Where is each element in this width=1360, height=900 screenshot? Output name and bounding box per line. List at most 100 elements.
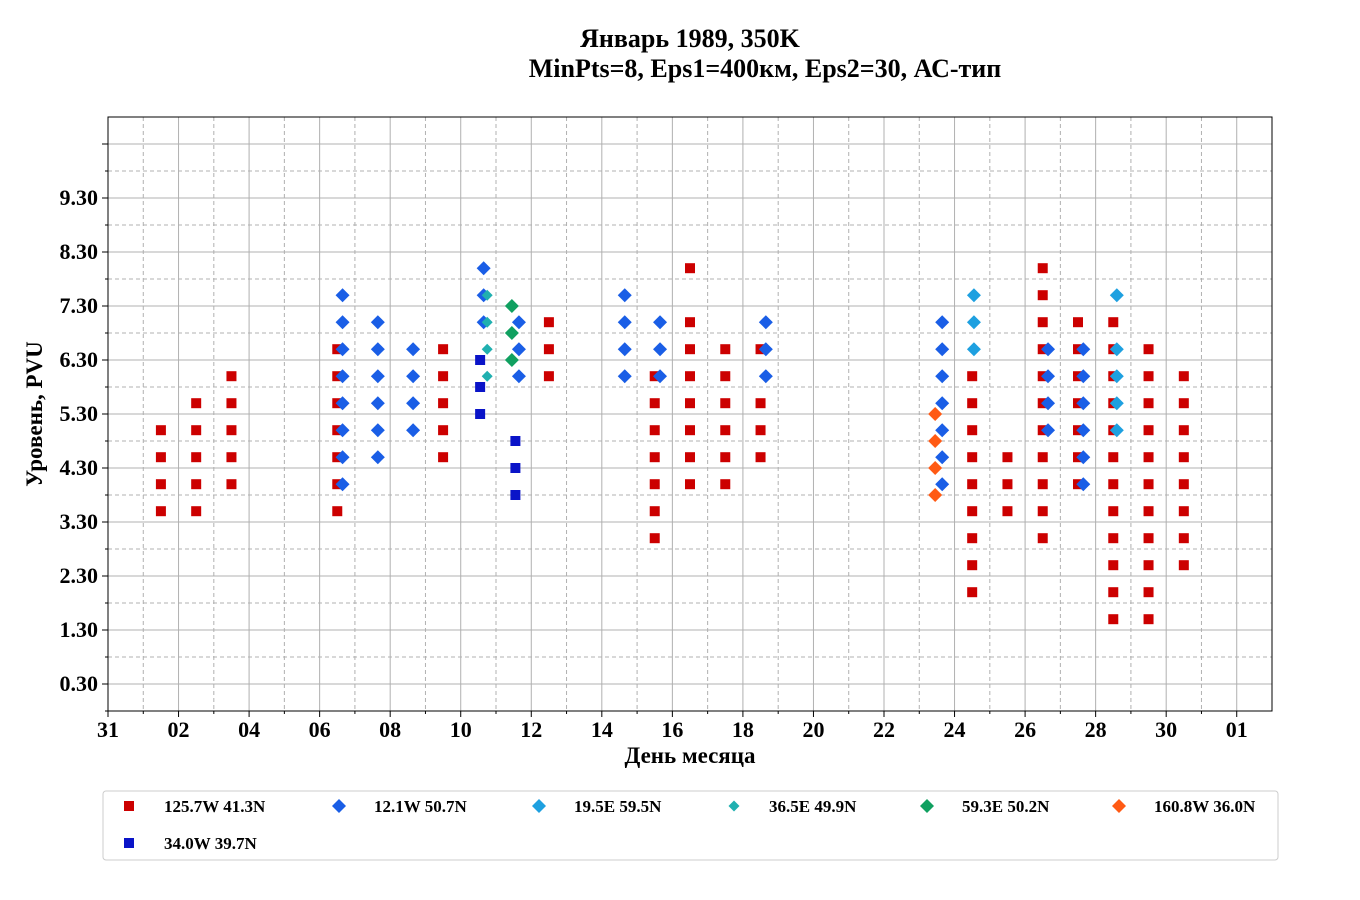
data-point xyxy=(966,315,981,330)
data-point xyxy=(755,452,766,463)
axis-ticks: 31 02 04 06 08 10 12 14 16 18 20 22 24 26 28 30 01 0.30 1.… xyxy=(60,143,1248,742)
legend-marker xyxy=(920,799,934,813)
data-point xyxy=(1108,452,1119,463)
legend: 125.7W 41.3N 12.1W 50.7N 19.5E 59.5N 36.5E … xyxy=(124,797,1256,853)
data-point xyxy=(191,425,202,436)
data-point xyxy=(720,479,731,490)
data-point xyxy=(1037,533,1048,544)
data-point xyxy=(1002,452,1013,463)
data-point xyxy=(226,398,237,409)
data-point xyxy=(370,315,385,330)
legend-marker xyxy=(532,799,546,813)
legend-label: 160.8W 36.0N xyxy=(1154,797,1256,816)
data-point xyxy=(335,369,350,384)
data-point xyxy=(438,425,449,436)
data-point xyxy=(935,396,950,411)
data-point xyxy=(685,452,695,463)
data-point xyxy=(481,343,493,355)
data-point xyxy=(720,425,731,436)
data-point xyxy=(720,398,731,409)
data-point xyxy=(649,533,660,544)
data-point xyxy=(438,344,449,355)
data-point xyxy=(649,425,660,436)
y-tick-label: 3.30 xyxy=(60,509,99,534)
y-tick-label: 0.30 xyxy=(60,671,99,696)
data-point xyxy=(155,479,166,490)
x-tick-label: 06 xyxy=(309,717,331,742)
x-tick-label: 24 xyxy=(944,717,966,742)
data-point xyxy=(1076,369,1091,384)
data-point xyxy=(191,398,202,409)
legend-marker xyxy=(332,799,346,813)
data-point xyxy=(1037,506,1048,517)
data-point xyxy=(758,369,773,384)
data-point xyxy=(370,450,385,465)
data-point xyxy=(155,506,166,517)
data-point xyxy=(1143,506,1154,517)
grid xyxy=(107,117,1272,712)
x-tick-label: 16 xyxy=(661,717,683,742)
data-point xyxy=(935,450,950,465)
data-point xyxy=(543,344,554,355)
data-point xyxy=(1037,452,1048,463)
x-tick-label: 01 xyxy=(1226,717,1248,742)
x-tick-label: 31 xyxy=(97,717,119,742)
data-point xyxy=(475,382,486,392)
x-tick-label: 26 xyxy=(1014,717,1036,742)
data-point xyxy=(685,344,695,355)
data-point xyxy=(226,425,237,436)
legend-label: 34.0W 39.7N xyxy=(164,834,257,853)
data-point xyxy=(335,477,350,492)
data-point xyxy=(1178,425,1189,436)
data-point xyxy=(155,452,166,463)
data-point xyxy=(1076,396,1091,411)
data-point xyxy=(511,369,526,384)
data-point xyxy=(543,371,554,382)
x-tick-label: 28 xyxy=(1085,717,1107,742)
data-point xyxy=(653,369,668,384)
x-tick-label: 18 xyxy=(732,717,754,742)
data-point xyxy=(370,423,385,438)
data-point xyxy=(928,407,943,421)
data-point xyxy=(685,479,695,490)
data-point xyxy=(370,396,385,411)
data-point xyxy=(226,452,237,463)
data-point xyxy=(1037,263,1048,274)
data-point xyxy=(967,398,978,409)
data-point xyxy=(510,463,521,473)
data-point xyxy=(967,560,978,571)
data-point xyxy=(1076,342,1091,357)
y-tick-label: 4.30 xyxy=(60,455,99,480)
data-point xyxy=(967,587,978,598)
data-point xyxy=(481,316,493,328)
data-point xyxy=(1178,452,1189,463)
data-point xyxy=(755,425,766,436)
data-point xyxy=(155,425,166,436)
y-tick-label: 8.30 xyxy=(60,239,99,264)
data-point xyxy=(685,371,695,382)
data-point xyxy=(510,436,521,446)
data-point xyxy=(504,326,519,340)
data-point xyxy=(1143,614,1154,625)
data-point xyxy=(406,396,421,411)
data-point xyxy=(928,461,943,475)
data-point xyxy=(1108,533,1119,544)
data-point xyxy=(1143,479,1154,490)
x-tick-label: 22 xyxy=(873,717,895,742)
x-axis-label: День месяца xyxy=(624,743,756,768)
data-point xyxy=(1178,479,1189,490)
data-point xyxy=(226,479,237,490)
data-point xyxy=(1143,371,1154,382)
legend-marker xyxy=(124,838,134,848)
data-point xyxy=(966,288,981,303)
data-point xyxy=(475,409,486,419)
legend-label: 19.5E 59.5N xyxy=(574,797,662,816)
y-tick-label: 9.30 xyxy=(60,185,99,210)
data-point xyxy=(481,289,493,301)
data-point xyxy=(967,371,978,382)
data-point xyxy=(928,488,943,502)
data-point xyxy=(335,288,350,303)
data-point xyxy=(1002,479,1013,490)
data-point xyxy=(617,369,632,384)
